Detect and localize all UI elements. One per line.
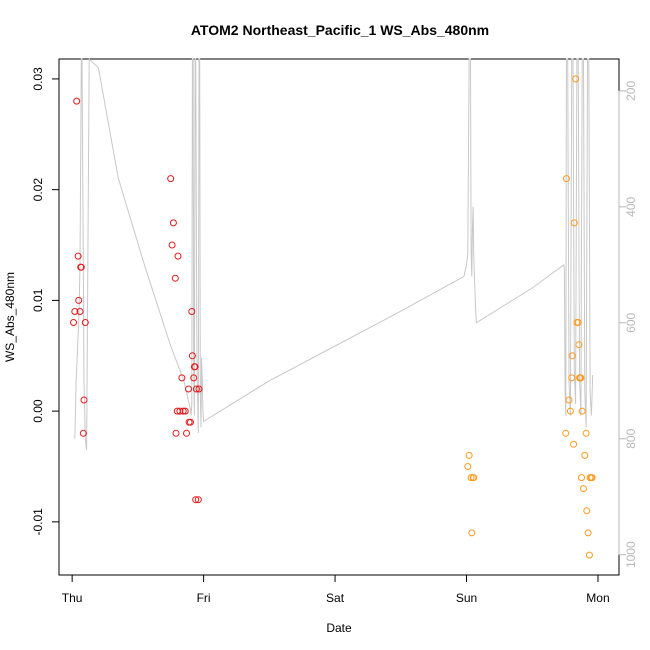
points-layer	[70, 75, 596, 559]
data-point-orange	[568, 374, 576, 382]
data-point-red	[192, 496, 200, 504]
data-point-orange	[566, 407, 574, 415]
data-point-orange	[574, 319, 582, 326]
y2-tick-label: 800	[624, 428, 638, 448]
data-point-red	[74, 252, 82, 260]
data-point-red	[187, 418, 194, 426]
data-point-orange	[467, 474, 475, 482]
data-point-red	[181, 407, 189, 415]
altitude-series-line	[74, 57, 594, 451]
data-point-red	[169, 219, 177, 227]
x-axis: Thu Fri Sat Sun Mon	[62, 574, 610, 605]
data-point-red	[176, 407, 184, 415]
data-point-orange	[575, 341, 583, 349]
data-point-red	[183, 429, 190, 437]
data-point-red	[75, 296, 83, 304]
altitude-line-layer	[74, 57, 594, 451]
data-point-red	[77, 263, 85, 271]
data-point-red	[179, 407, 187, 415]
data-point-red	[185, 385, 192, 393]
data-point-orange	[582, 429, 590, 437]
data-point-red	[167, 175, 175, 183]
y-axis-label: WS_Abs_480nm	[3, 272, 17, 362]
data-point-orange	[570, 440, 578, 448]
data-point-orange	[583, 507, 591, 515]
data-point-orange	[584, 529, 592, 537]
data-point-red	[71, 308, 79, 315]
x-axis-label: Date	[326, 621, 352, 635]
data-point-orange	[588, 474, 596, 482]
data-point-red	[188, 352, 196, 360]
data-point-red	[79, 429, 87, 437]
y2-tick-label: 1000	[624, 541, 638, 568]
data-point-orange	[562, 429, 570, 437]
y-axis: -0.01 0.00 0.01 0.02 0.03	[31, 67, 60, 536]
y-tick-label: 0.01	[31, 288, 45, 312]
data-point-red	[191, 363, 199, 371]
data-point-orange	[581, 451, 589, 459]
x-tick-label: Sun	[456, 591, 477, 605]
data-point-red	[192, 385, 200, 393]
data-point-red	[73, 97, 81, 105]
data-point-orange	[578, 474, 585, 482]
y2-axis: 200 400 600 800 1000	[618, 81, 638, 568]
data-point-red	[80, 396, 88, 404]
data-point-orange	[578, 407, 586, 415]
data-point-red	[76, 308, 84, 315]
x-tick-label: Thu	[62, 591, 83, 605]
data-point-red	[171, 274, 179, 282]
data-point-red	[178, 374, 186, 382]
data-point-red	[172, 429, 180, 437]
y-tick-label: 0.03	[31, 67, 45, 91]
data-point-red	[195, 385, 203, 393]
data-point-red	[70, 319, 77, 326]
x-tick-label: Mon	[586, 591, 609, 605]
y-tick-label: 0.02	[31, 178, 45, 202]
y2-tick-label: 600	[624, 312, 638, 332]
y2-tick-label: 200	[624, 81, 638, 101]
data-point-orange	[572, 75, 580, 83]
data-point-orange	[570, 219, 578, 227]
data-point-orange	[568, 352, 576, 360]
data-point-orange	[464, 463, 472, 470]
data-point-red	[190, 374, 198, 382]
data-point-orange	[577, 374, 585, 382]
data-point-orange	[565, 396, 573, 404]
x-tick-label: Sat	[326, 591, 345, 605]
data-point-red	[168, 241, 176, 249]
y2-tick-label: 400	[624, 197, 638, 217]
data-point-orange	[585, 551, 593, 559]
data-point-orange	[465, 451, 473, 459]
chart-title: ATOM2 Northeast_Pacific_1 WS_Abs_480nm	[191, 22, 489, 38]
x-tick-label: Fri	[197, 591, 211, 605]
data-point-orange	[580, 485, 587, 493]
data-point-orange	[562, 175, 570, 183]
data-point-red	[81, 319, 89, 326]
y-tick-label: -0.01	[31, 508, 45, 536]
data-point-red	[188, 308, 196, 315]
data-point-orange	[468, 529, 476, 537]
y-tick-label: 0.00	[31, 399, 45, 423]
plot-frame	[58, 58, 620, 576]
data-point-orange	[470, 474, 478, 482]
data-point-red	[194, 496, 202, 504]
data-point-red	[174, 252, 182, 260]
